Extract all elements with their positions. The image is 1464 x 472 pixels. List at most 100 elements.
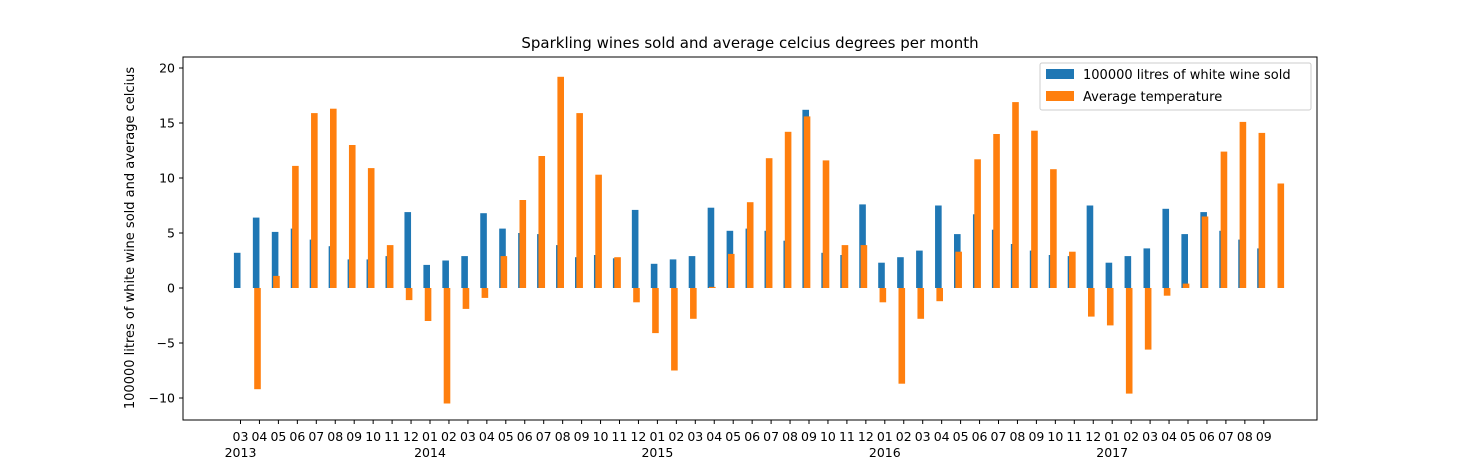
x-year-label: 2014	[414, 445, 446, 460]
bar-temperature-9	[424, 288, 432, 321]
bar-temperature-17	[576, 113, 583, 288]
x-tick-label: 03	[460, 429, 476, 444]
y-tick-label: 20	[159, 61, 175, 76]
bar-temperature-41	[1031, 130, 1038, 288]
x-tick-label: 11	[1066, 429, 1082, 444]
y-axis-ticks: −10 −5 0 5 10 15 20	[149, 61, 183, 406]
x-tick-label: 09	[801, 429, 817, 444]
bar-wine-9	[404, 212, 412, 288]
legend-label-wine: 100000 litres of white wine sold	[1083, 68, 1291, 83]
x-tick-label: 05	[498, 429, 514, 444]
x-tick-label: 02	[668, 429, 684, 444]
bar-wine-50	[1181, 234, 1188, 288]
bar-temperature-7	[386, 245, 394, 288]
x-tick-label: 04	[706, 429, 722, 444]
bar-temperature-22	[671, 288, 678, 371]
bar-wine-10	[423, 264, 430, 288]
bar-wine-25	[707, 207, 715, 288]
bar-temperature-30	[822, 160, 830, 288]
bar-temperature-23	[690, 288, 697, 319]
x-tick-label: 04	[934, 429, 950, 444]
bar-temperature-40	[1012, 102, 1019, 288]
x-tick-label: 10	[365, 429, 381, 444]
x-tick-label: 06	[517, 429, 533, 444]
x-tick-label: 06	[1199, 429, 1215, 444]
x-year-label: 2015	[641, 445, 673, 460]
bar-wine-35	[897, 257, 904, 288]
bar-temperature-32	[860, 245, 868, 288]
x-tick-label: 03	[687, 429, 703, 444]
bar-wine-45	[1086, 205, 1094, 288]
bar-wine-48	[1143, 248, 1151, 288]
bar-temperature-20	[633, 288, 640, 303]
bar-temperature-18	[595, 174, 602, 288]
bar-wine-46	[1105, 262, 1113, 288]
x-year-label: 2016	[869, 445, 901, 460]
bar-temperature-46	[1125, 288, 1133, 394]
bar-temperature-47	[1144, 288, 1152, 350]
bar-temperature-14	[519, 200, 527, 288]
bar-temperature-0	[254, 288, 261, 390]
x-tick-label: 05	[953, 429, 969, 444]
legend-swatch-wine	[1046, 69, 1074, 79]
x-tick-label: 03	[233, 429, 249, 444]
x-tick-label: 06	[744, 429, 760, 444]
legend-box	[1039, 62, 1312, 111]
x-tick-label: 10	[1047, 429, 1063, 444]
x-tick-label: 03	[1142, 429, 1158, 444]
bar-temperature-31	[841, 245, 849, 288]
x-tick-label: 08	[555, 429, 571, 444]
bar-temperature-43	[1069, 251, 1076, 288]
bar-wine-0	[233, 252, 241, 288]
bar-temperature-3	[311, 113, 318, 288]
bar-temperature-27	[765, 158, 773, 288]
x-tick-label: 09	[574, 429, 590, 444]
bar-wine-1	[252, 217, 260, 288]
bar-temperature-50	[1201, 216, 1209, 288]
bar-wine-12	[461, 256, 468, 288]
bar-temperature-37	[955, 251, 962, 288]
bar-temperature-16	[557, 76, 564, 288]
bar-wine-36	[916, 250, 923, 288]
bar-wine-23	[669, 259, 677, 288]
bar-temperature-8	[405, 288, 413, 301]
bar-wine-24	[688, 256, 696, 288]
x-year-label: 2017	[1096, 445, 1128, 460]
bars	[233, 76, 1285, 404]
bar-temperature-13	[500, 256, 508, 288]
bar-temperature-24	[709, 286, 716, 288]
x-tick-label: 07	[763, 429, 779, 444]
bar-temperature-48	[1163, 288, 1171, 296]
bar-wine-2	[271, 231, 279, 288]
bar-temperature-29	[803, 116, 811, 289]
x-tick-label: 04	[251, 429, 267, 444]
x-tick-label: 11	[839, 429, 855, 444]
x-tick-label: 11	[612, 429, 628, 444]
bar-temperature-35	[917, 288, 925, 319]
x-tick-label: 02	[896, 429, 912, 444]
x-tick-label: 10	[593, 429, 609, 444]
bar-temperature-5	[348, 145, 356, 288]
x-tick-label: 07	[1218, 429, 1234, 444]
bar-wine-21	[631, 209, 639, 288]
bar-wine-34	[878, 262, 885, 288]
x-tick-label: 12	[1085, 429, 1101, 444]
legend-swatch-temperature	[1046, 91, 1074, 101]
legend: 100000 litres of white wine sold Average…	[1039, 62, 1312, 111]
bar-temperature-28	[784, 131, 792, 288]
bar-temperature-15	[538, 156, 546, 288]
x-tick-label: 12	[630, 429, 646, 444]
x-tick-label: 12	[858, 429, 874, 444]
bar-temperature-34	[898, 288, 906, 384]
bar-temperature-19	[614, 257, 621, 288]
y-tick-label: −10	[149, 391, 175, 406]
bar-wine-11	[442, 260, 449, 288]
x-year-label: 2013	[225, 445, 257, 460]
x-tick-label: 02	[441, 429, 457, 444]
y-tick-label: 15	[159, 116, 175, 131]
bar-wine-22	[650, 263, 658, 288]
bar-temperature-49	[1182, 283, 1190, 288]
bar-temperature-33	[879, 288, 887, 303]
